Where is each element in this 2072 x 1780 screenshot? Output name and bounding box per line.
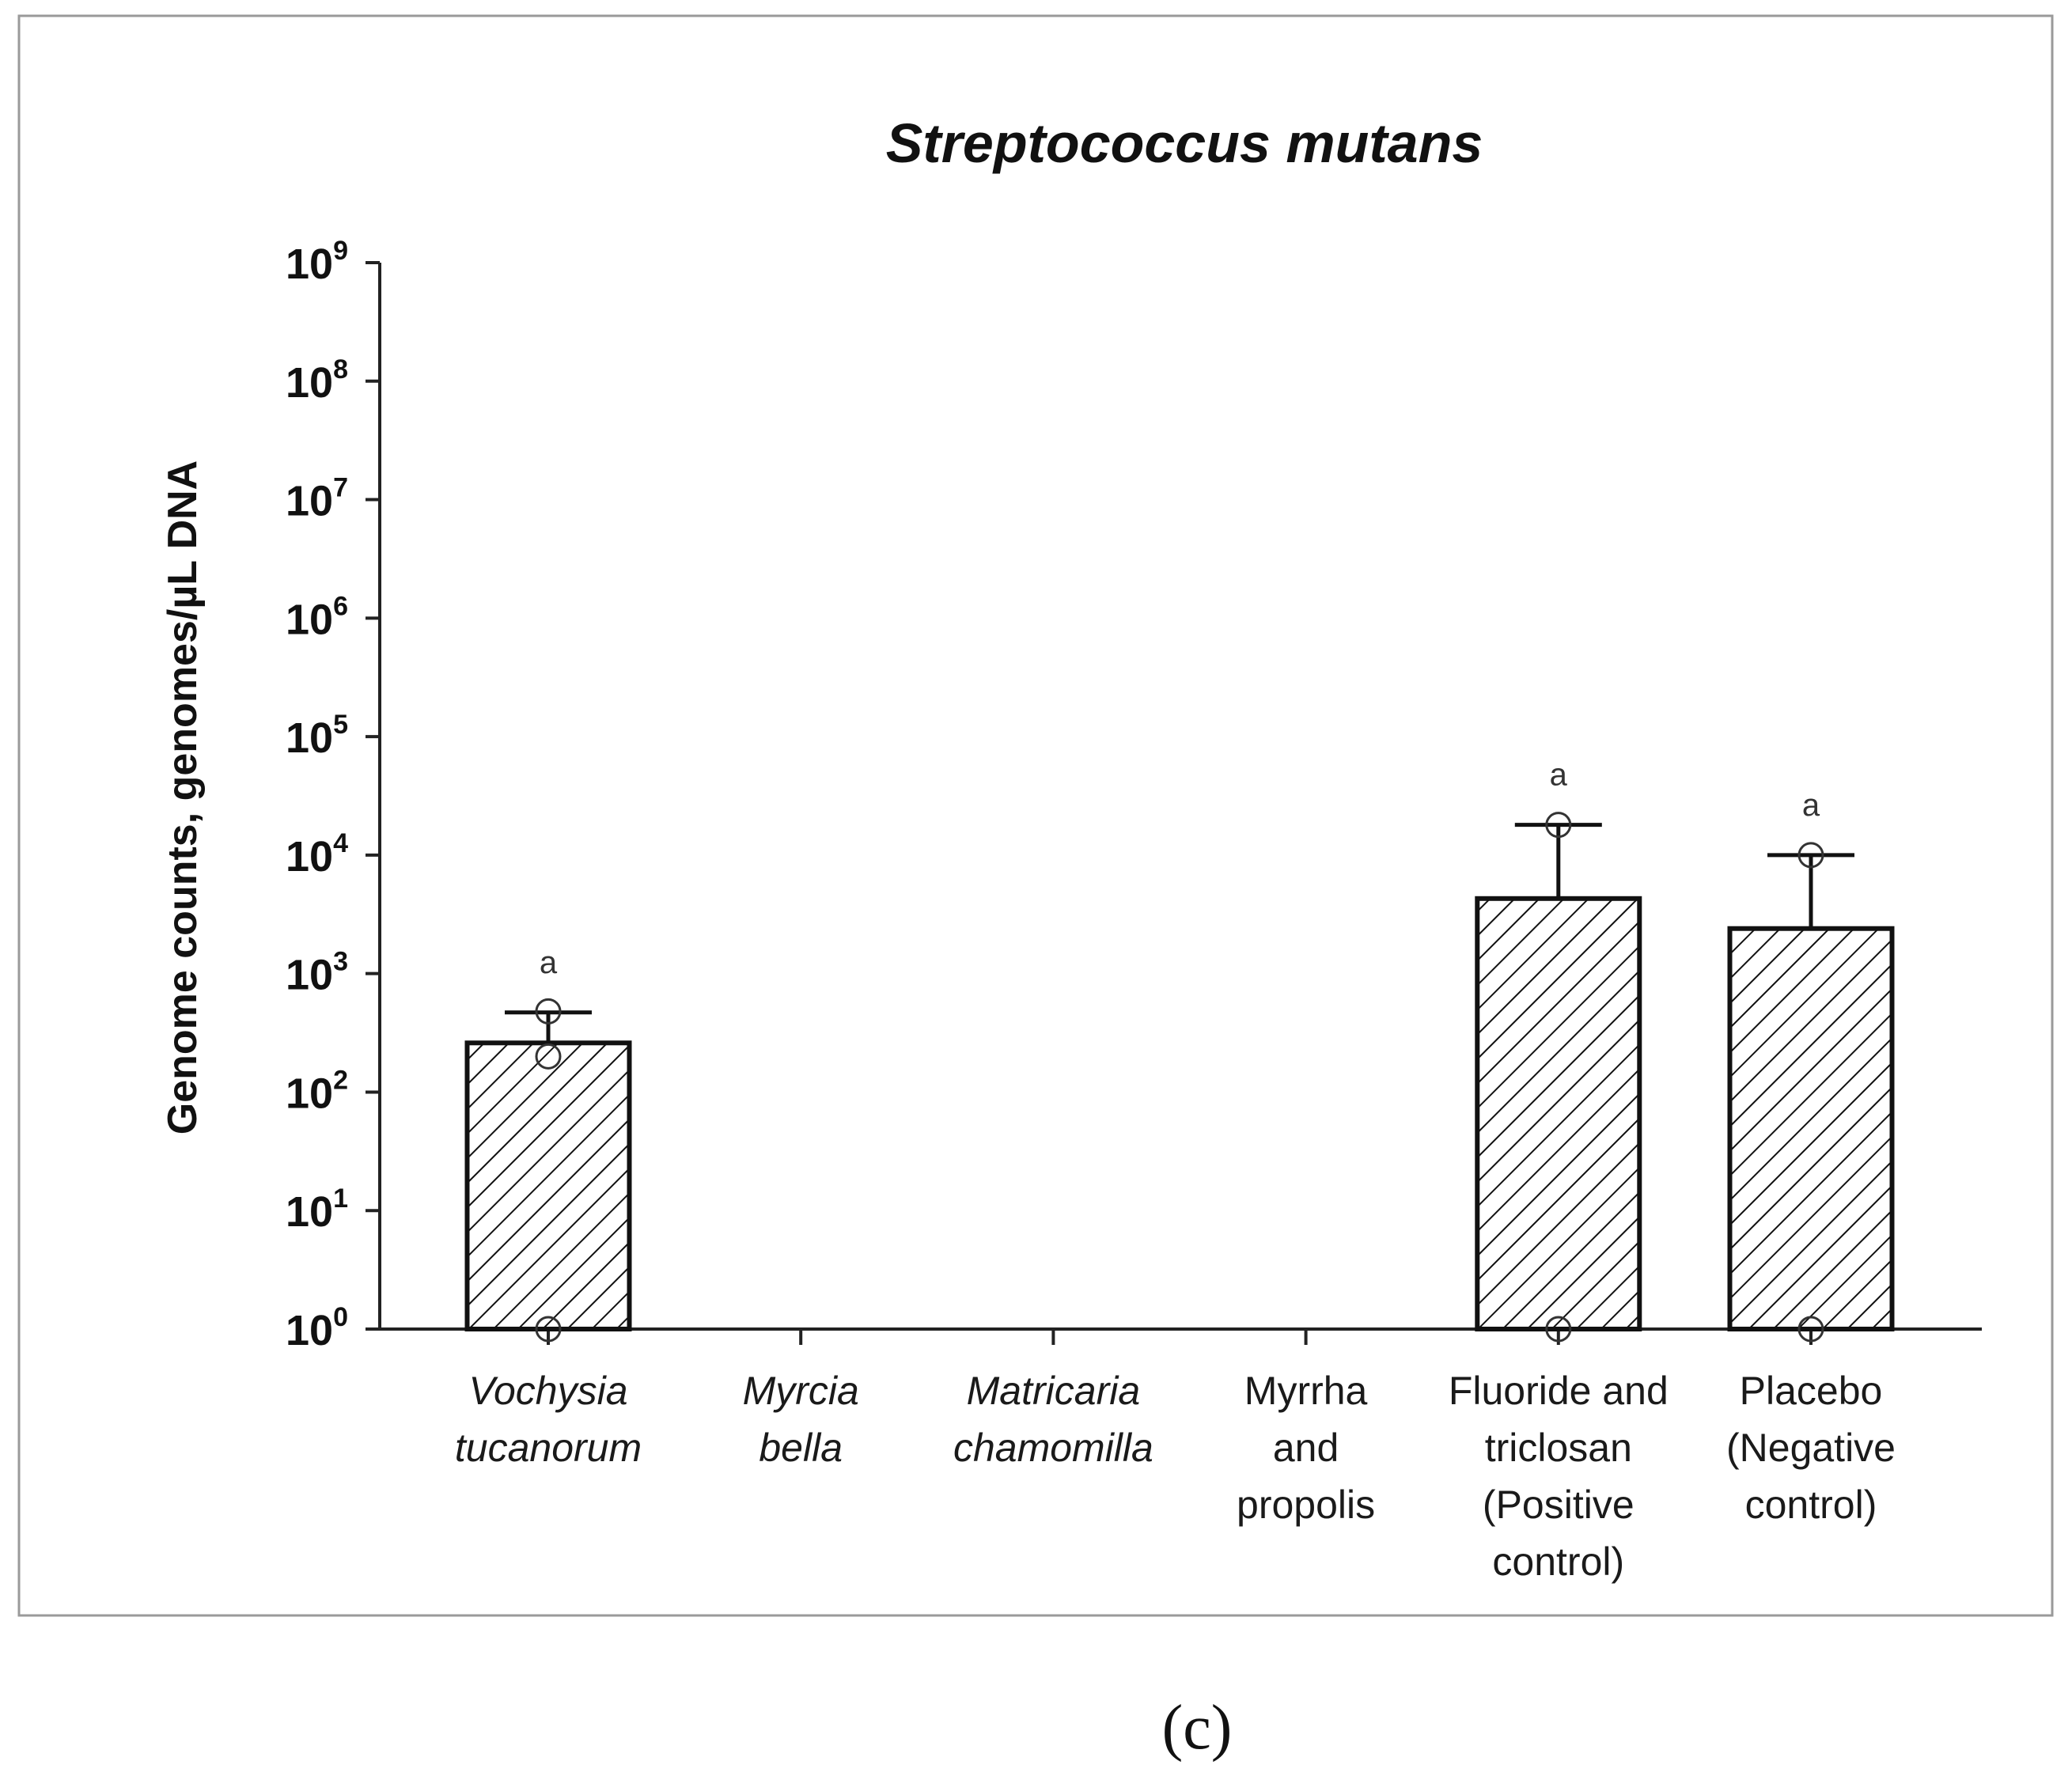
x-tick-label-line: triclosan: [1485, 1426, 1632, 1470]
figure-caption: (c): [1162, 1693, 1233, 1763]
y-tick-exponent: 3: [333, 947, 348, 977]
y-tick-label: 100: [286, 1302, 348, 1354]
y-tick-label: 105: [286, 710, 348, 762]
y-tick-base: 10: [286, 478, 333, 525]
y-tick-exponent: 1: [333, 1184, 348, 1214]
y-tick-label: 107: [286, 473, 348, 525]
data-point: [1797, 842, 1824, 869]
y-tick-label: 106: [286, 591, 348, 643]
y-tick-base: 10: [286, 1070, 333, 1117]
data-point: [535, 1316, 562, 1343]
y-tick-exponent: 0: [333, 1302, 348, 1332]
significance-label: a: [1550, 758, 1568, 793]
y-tick-label: 103: [286, 947, 348, 999]
x-tick-label-line: Placebo: [1740, 1369, 1883, 1413]
x-tick-label-line: propolis: [1237, 1483, 1375, 1527]
x-tick-label: Placebo (Negative control): [1726, 1369, 1896, 1527]
y-tick-exponent: 2: [333, 1065, 348, 1095]
significance-label: a: [540, 945, 558, 980]
y-tick-base: 10: [286, 359, 333, 407]
y-tick-base: 10: [286, 1307, 333, 1354]
y-tick-exponent: 5: [333, 710, 348, 740]
y-tick-exponent: 8: [333, 354, 348, 384]
x-tick-label-line: chamomilla: [953, 1426, 1153, 1470]
x-tick-label-line: Myrrha: [1244, 1369, 1368, 1413]
data-point: [1545, 1316, 1572, 1343]
y-tick-base: 10: [286, 596, 333, 643]
bar: [1727, 926, 1895, 1331]
y-tick-label: 109: [286, 236, 348, 288]
x-tick-label-line: Matricaria: [967, 1369, 1140, 1413]
x-tick-label-line: (Positive: [1483, 1483, 1634, 1527]
x-tick-label: Vochysia tucanorum: [455, 1369, 642, 1470]
y-tick-exponent: 9: [333, 236, 348, 266]
x-tick-label: Fluoride and triclosan (Positive control): [1449, 1369, 1669, 1584]
figure-frame: [17, 14, 2054, 1617]
y-tick-exponent: 6: [333, 591, 348, 621]
y-tick-base: 10: [286, 1188, 333, 1236]
y-tick-label: 102: [286, 1065, 348, 1117]
y-tick-exponent: 7: [333, 473, 348, 503]
y-tick-exponent: 4: [333, 828, 348, 858]
bar: [464, 1040, 632, 1331]
y-tick-base: 10: [286, 714, 333, 762]
x-tick-label-line: control): [1745, 1483, 1877, 1527]
x-tick-label: Matricaria chamomilla: [953, 1369, 1153, 1470]
data-point: [1545, 812, 1572, 839]
x-tick-label-line: Fluoride and: [1449, 1369, 1669, 1413]
y-tick-label: 104: [286, 828, 348, 881]
y-tick-label: 101: [286, 1184, 348, 1236]
y-tick-base: 10: [286, 833, 333, 881]
significance-label: a: [1802, 788, 1820, 823]
x-tick-label: Myrcia bella: [743, 1369, 859, 1470]
data-point: [535, 998, 562, 1024]
chart-title: Streptococcus mutans: [886, 112, 1483, 174]
x-tick-label-line: control): [1492, 1540, 1624, 1584]
y-axis-label: Genome counts, genomes/µL DNA: [160, 460, 206, 1134]
x-tick-label-line: Vochysia: [468, 1369, 627, 1413]
x-tick-label-line: (Negative: [1726, 1426, 1896, 1470]
data-point: [1797, 1316, 1824, 1343]
x-tick-label: Myrrha and propolis: [1237, 1369, 1375, 1527]
data-point: [535, 1043, 562, 1070]
x-tick-label-line: Myrcia: [743, 1369, 859, 1413]
x-tick-label-line: tucanorum: [455, 1426, 642, 1470]
x-tick-label-line: bella: [759, 1426, 843, 1470]
y-tick-base: 10: [286, 240, 333, 288]
x-tick-label-line: and: [1273, 1426, 1339, 1470]
bar: [1475, 896, 1642, 1331]
y-tick-base: 10: [286, 952, 333, 999]
y-tick-label: 108: [286, 354, 348, 407]
